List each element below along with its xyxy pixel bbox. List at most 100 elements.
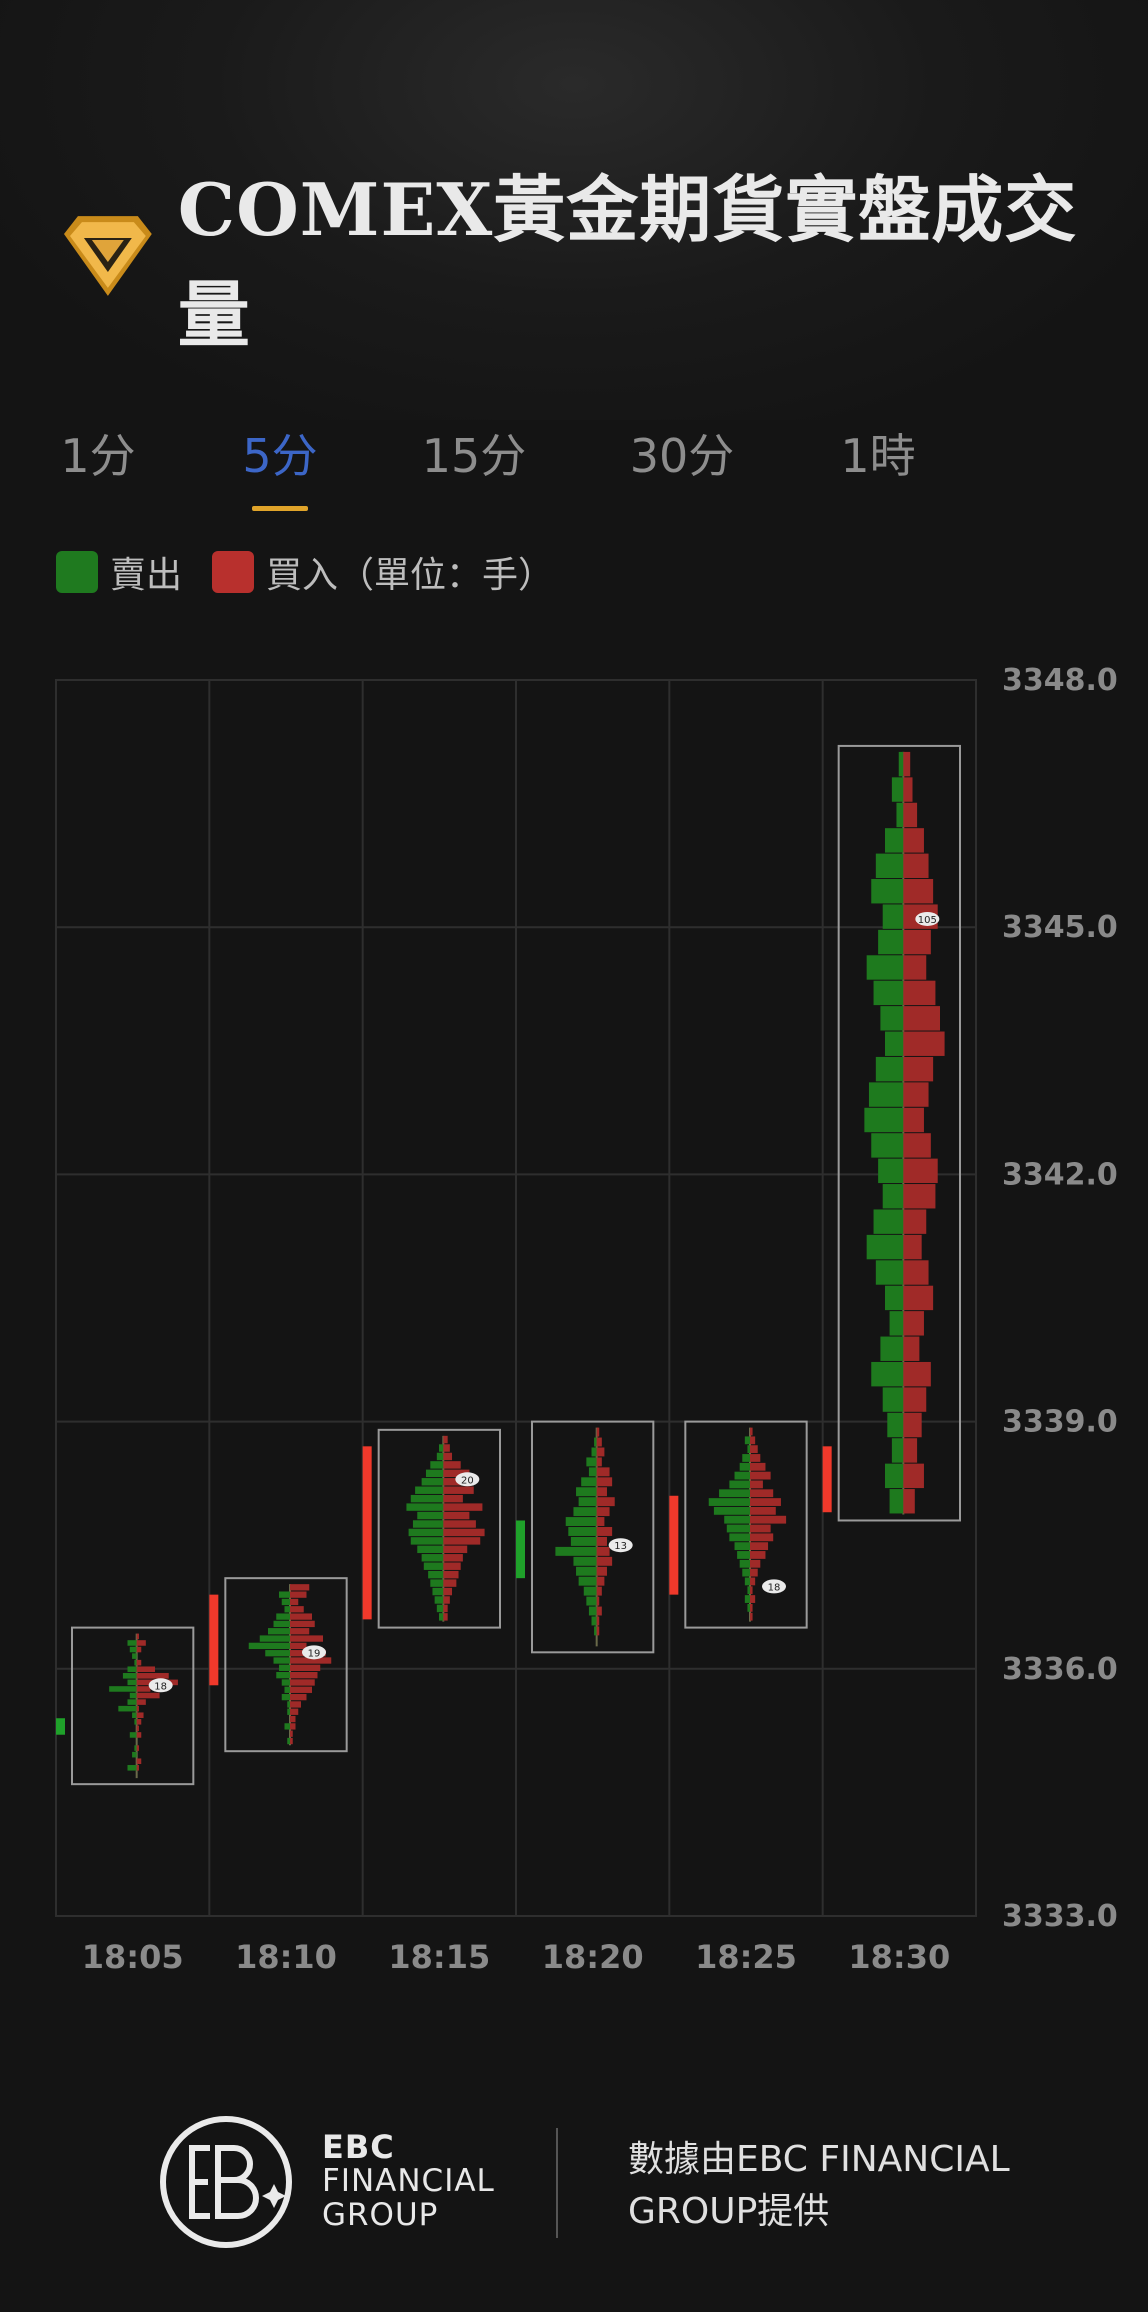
buy-volume-bar	[903, 879, 934, 904]
buy-volume-bar	[903, 1285, 934, 1311]
y-tick-label: 3333.0	[1002, 1899, 1118, 1934]
sell-volume-bar	[576, 1566, 597, 1576]
sell-volume-bar	[724, 1515, 750, 1524]
sell-volume-bar	[887, 1412, 904, 1438]
buy-volume-bar	[443, 1486, 474, 1494]
sell-volume-bar	[570, 1536, 597, 1546]
buy-volume-bar	[903, 1234, 922, 1260]
buy-volume-bar	[596, 1457, 602, 1467]
buy-volume-bar	[750, 1471, 771, 1480]
x-tick-label: 18:25	[695, 1938, 797, 1976]
candle-body	[822, 1446, 832, 1513]
buy-volume-bar	[903, 1336, 920, 1361]
buy-volume-bar	[443, 1520, 476, 1528]
buy-volume-bar	[443, 1435, 448, 1444]
sell-volume-bar	[739, 1462, 750, 1471]
sell-volume-bar	[882, 1184, 904, 1209]
tab-1m[interactable]: 1分	[60, 429, 136, 483]
poc-marker	[608, 1538, 633, 1553]
x-tick-label: 18:15	[388, 1938, 490, 1976]
buy-volume-bar	[750, 1445, 758, 1454]
buy-volume-bar	[136, 1659, 142, 1666]
sell-volume-bar	[583, 1586, 597, 1596]
tab-30m[interactable]: 30分	[629, 429, 735, 483]
sell-volume-bar	[747, 1445, 750, 1454]
poc-marker	[762, 1579, 786, 1594]
buy-volume-bar	[903, 1311, 924, 1336]
sell-volume-bar	[873, 980, 904, 1006]
buy-volume-bar	[903, 1438, 918, 1463]
sell-volume-bar	[884, 1285, 904, 1311]
sell-volume-bar	[423, 1562, 444, 1570]
buy-volume-bar	[290, 1657, 332, 1664]
buy-volume-bar	[750, 1427, 753, 1436]
poc-label: 19	[308, 1648, 321, 1659]
sell-volume-bar	[425, 1469, 444, 1478]
sell-volume-bar	[278, 1664, 290, 1671]
sell-volume-bar	[421, 1478, 444, 1486]
sell-volume-bar	[273, 1620, 290, 1628]
candle-body	[56, 1718, 65, 1735]
buy-volume-bar	[136, 1732, 142, 1738]
buy-volume-bar	[750, 1515, 787, 1524]
buy-volume-bar	[136, 1705, 139, 1712]
buy-volume-bar	[443, 1478, 466, 1486]
tab-1h[interactable]: 1時	[840, 429, 916, 483]
buy-volume-bar	[443, 1579, 457, 1587]
sell-volume-bar	[430, 1579, 444, 1587]
sell-volume-bar	[576, 1487, 597, 1497]
buy-volume-bar	[903, 1463, 924, 1489]
buy-volume-bar	[136, 1666, 156, 1673]
data-credit: 數據由EBC FINANCIAL GROUP提供	[628, 2139, 1010, 2232]
sell-volume-bar	[896, 802, 904, 828]
footer: EBC FINANCIAL GROUP 數據由EBC FINANCIAL GRO…	[0, 2100, 1148, 2260]
sell-volume-bar	[408, 1528, 444, 1537]
sell-volume-bar	[276, 1672, 290, 1679]
buy-volume-bar	[750, 1586, 753, 1595]
poc-label: 13	[614, 1541, 627, 1552]
sell-volume-bar	[568, 1527, 597, 1536]
buy-volume-bar	[903, 853, 929, 879]
buy-volume-bar	[750, 1542, 769, 1551]
candle-body	[516, 1520, 525, 1579]
buy-volume-bar	[750, 1603, 753, 1612]
sell-volume-bar	[284, 1723, 290, 1730]
sell-volume-bar	[742, 1568, 750, 1577]
chart-legend: 賣出 買入（單位：手）	[56, 546, 584, 598]
ebc-logo-icon	[160, 2116, 292, 2248]
buy-volume-bar	[903, 1387, 927, 1412]
sell-volume-bar	[578, 1497, 597, 1507]
sell-volume-bar	[719, 1489, 750, 1498]
buy-volume-bar	[596, 1497, 615, 1507]
sell-volume-bar	[884, 1031, 904, 1056]
buy-volume-bar	[903, 1209, 927, 1234]
tab-15m[interactable]: 15分	[421, 429, 527, 483]
sell-volume-bar	[884, 1463, 904, 1489]
buy-volume-bar	[290, 1628, 310, 1635]
buy-volume-bar	[290, 1591, 307, 1598]
sell-volume-bar	[875, 853, 904, 879]
buy-volume-bar	[443, 1452, 453, 1461]
buy-volume-bar	[443, 1503, 483, 1511]
brand-line-3: GROUP	[322, 2197, 439, 2233]
sell-swatch	[56, 551, 98, 593]
sell-volume-bar	[734, 1542, 750, 1551]
buy-volume-bar	[596, 1536, 607, 1546]
buy-volume-bar	[750, 1454, 761, 1462]
page-header: COMEX黃金期貨實盤成交量	[56, 167, 1148, 357]
footprint-box	[224, 1577, 348, 1753]
buy-volume-bar	[596, 1477, 613, 1487]
tab-5m[interactable]: 5分	[242, 429, 318, 483]
buy-volume-bar	[903, 751, 911, 777]
buy-volume-bar	[903, 1006, 941, 1031]
buy-volume-bar	[136, 1633, 139, 1640]
sell-volume-bar	[248, 1642, 290, 1650]
buy-volume-bar	[136, 1673, 169, 1679]
sell-volume-bar	[555, 1546, 597, 1556]
buy-volume-bar	[596, 1467, 610, 1477]
sell-volume-bar	[581, 1477, 597, 1487]
sell-volume-bar	[591, 1616, 597, 1626]
sell-volume-bar	[891, 1438, 904, 1463]
candle-body	[669, 1495, 679, 1595]
sell-volume-bar	[127, 1699, 137, 1705]
